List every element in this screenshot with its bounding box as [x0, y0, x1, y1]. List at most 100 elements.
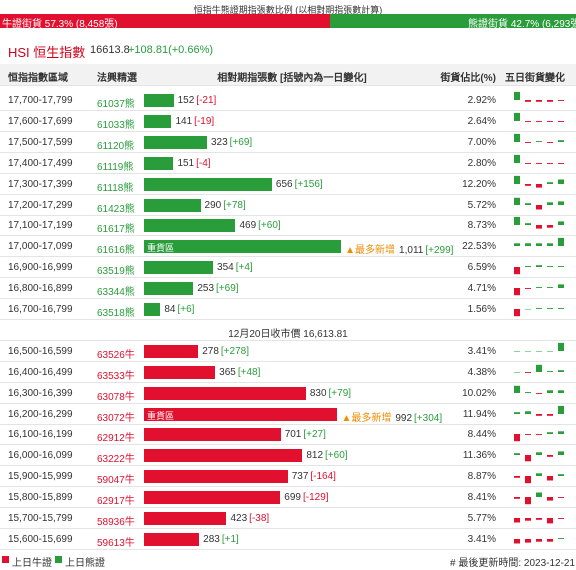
count-text: 354 [+4]: [217, 262, 253, 273]
five-day-chart: [514, 284, 564, 296]
count: 830: [309, 387, 327, 399]
update-time: # 最後更新時間: 2023-12-21 06:: [450, 558, 576, 569]
five-day-bar: [547, 201, 553, 205]
five-day-bar: [547, 162, 553, 164]
code: 61033熊: [97, 119, 135, 131]
count: 365: [219, 366, 236, 378]
five-day-bar: [558, 342, 564, 351]
five-day-bar: [558, 431, 564, 435]
count-bar: [144, 261, 214, 275]
five-day-chart: [514, 451, 564, 462]
column-header: 相對期指張數 [括號內為一日變化]: [217, 73, 367, 84]
change: [-19]: [194, 115, 215, 127]
five-day-bar: [525, 455, 531, 462]
share: 7.00%: [467, 136, 496, 148]
five-day-bar: [525, 141, 531, 143]
count: 469: [239, 220, 257, 232]
five-day-bar: [536, 364, 542, 372]
count-bar: [144, 428, 281, 442]
count-bar: [144, 303, 161, 316]
five-day-bar: [536, 100, 542, 102]
code: 63344熊: [97, 287, 135, 299]
change: [+60]: [258, 220, 281, 232]
code: 61120熊: [97, 140, 135, 152]
count-text: 323 [+69]: [211, 137, 252, 148]
five-day-bar: [547, 120, 553, 122]
count-text: 151 [-4]: [177, 158, 210, 169]
five-day-bar: [547, 432, 553, 435]
five-day-bar: [547, 225, 553, 229]
five-day-bar: [558, 120, 564, 122]
bull-text: 牛證街貨 57.3% (8,458張): [2, 19, 118, 28]
five-day-bar: [558, 369, 564, 372]
five-day-bar: [547, 266, 553, 268]
data-row: 15,800-15,899 62917牛 699 [-129] 8.41%: [0, 487, 576, 509]
five-day-bar: [525, 476, 531, 484]
five-day-chart: [514, 265, 564, 275]
range: 17,500-17,599: [8, 136, 73, 148]
five-day-bar: [536, 434, 542, 436]
column-header: 街貨佔比(%): [440, 73, 496, 84]
five-day-bar: [514, 175, 520, 184]
share: 5.72%: [467, 199, 496, 211]
data-row: 16,200-16,299 63072牛 重貨區 ▲最多新增 992 [+304] 11.9…: [0, 404, 576, 425]
code: 61119熊: [97, 161, 134, 173]
change: [+156]: [294, 178, 323, 190]
code: 61037熊: [97, 99, 135, 110]
range: 16,300-16,399: [8, 387, 73, 399]
range: 15,800-15,899: [8, 492, 73, 504]
code: 63072牛: [97, 412, 135, 424]
code: 61616熊: [97, 245, 135, 257]
change: [+69]: [216, 283, 239, 295]
five-day-bar: [558, 139, 564, 142]
five-day-chart: [514, 217, 564, 229]
five-day-bar: [547, 476, 553, 481]
code: 63518熊: [97, 308, 135, 319]
share: 3.41%: [467, 533, 496, 545]
count-text: 656 [+156]: [276, 179, 323, 190]
count: 290: [204, 199, 222, 211]
count: 253: [197, 283, 215, 295]
five-day-bar: [558, 284, 564, 289]
range: 17,700-17,799: [8, 95, 73, 106]
five-day-bar: [525, 183, 531, 186]
data-row: 17,600-17,699 61033熊 141 [-19] 2.64%: [0, 111, 576, 132]
five-day-bar: [547, 497, 553, 501]
five-day-bar: [536, 413, 542, 416]
five-day-bar: [558, 162, 564, 164]
share: 4.38%: [467, 366, 496, 378]
code: 62917牛: [97, 496, 135, 508]
count-text: 84 [+6]: [164, 304, 194, 315]
ratio-bar: 牛證街貨 57.3% (8,458張) 熊證街貨 42.7% (6,293張): [0, 14, 576, 28]
five-day-bar: [558, 200, 564, 205]
five-day-chart: [514, 175, 564, 188]
five-day-bar: [514, 154, 520, 163]
change: [+78]: [223, 199, 246, 211]
column-header: 法興精選: [97, 73, 137, 84]
five-day-bar: [536, 204, 542, 209]
five-day-bar: [558, 308, 564, 309]
five-day-chart: [514, 431, 564, 442]
five-day-bar: [536, 120, 542, 122]
heavy-tag: 重貨區: [147, 243, 175, 254]
five-day-bar: [525, 120, 531, 122]
five-day-bar: [558, 179, 564, 184]
count: 699: [284, 492, 301, 504]
five-day-bar: [547, 413, 553, 416]
data-row: 16,100-16,199 62912牛 701 [+27] 8.44%: [0, 424, 576, 446]
five-day-chart: [514, 537, 564, 544]
code: 61617熊: [97, 224, 135, 236]
five-day-bar: [536, 308, 542, 309]
count: 656: [275, 178, 293, 190]
five-day-bar: [536, 473, 542, 477]
count: 737: [291, 471, 309, 483]
range: 16,800-16,899: [8, 283, 73, 295]
change: [+79]: [328, 387, 352, 399]
five-day-bar: [536, 162, 542, 164]
code: 62912牛: [97, 433, 135, 445]
five-day-chart: [514, 385, 564, 394]
legend-swatch: [55, 556, 62, 563]
legend-swatch: [2, 556, 9, 563]
change: [+304]: [414, 412, 443, 424]
